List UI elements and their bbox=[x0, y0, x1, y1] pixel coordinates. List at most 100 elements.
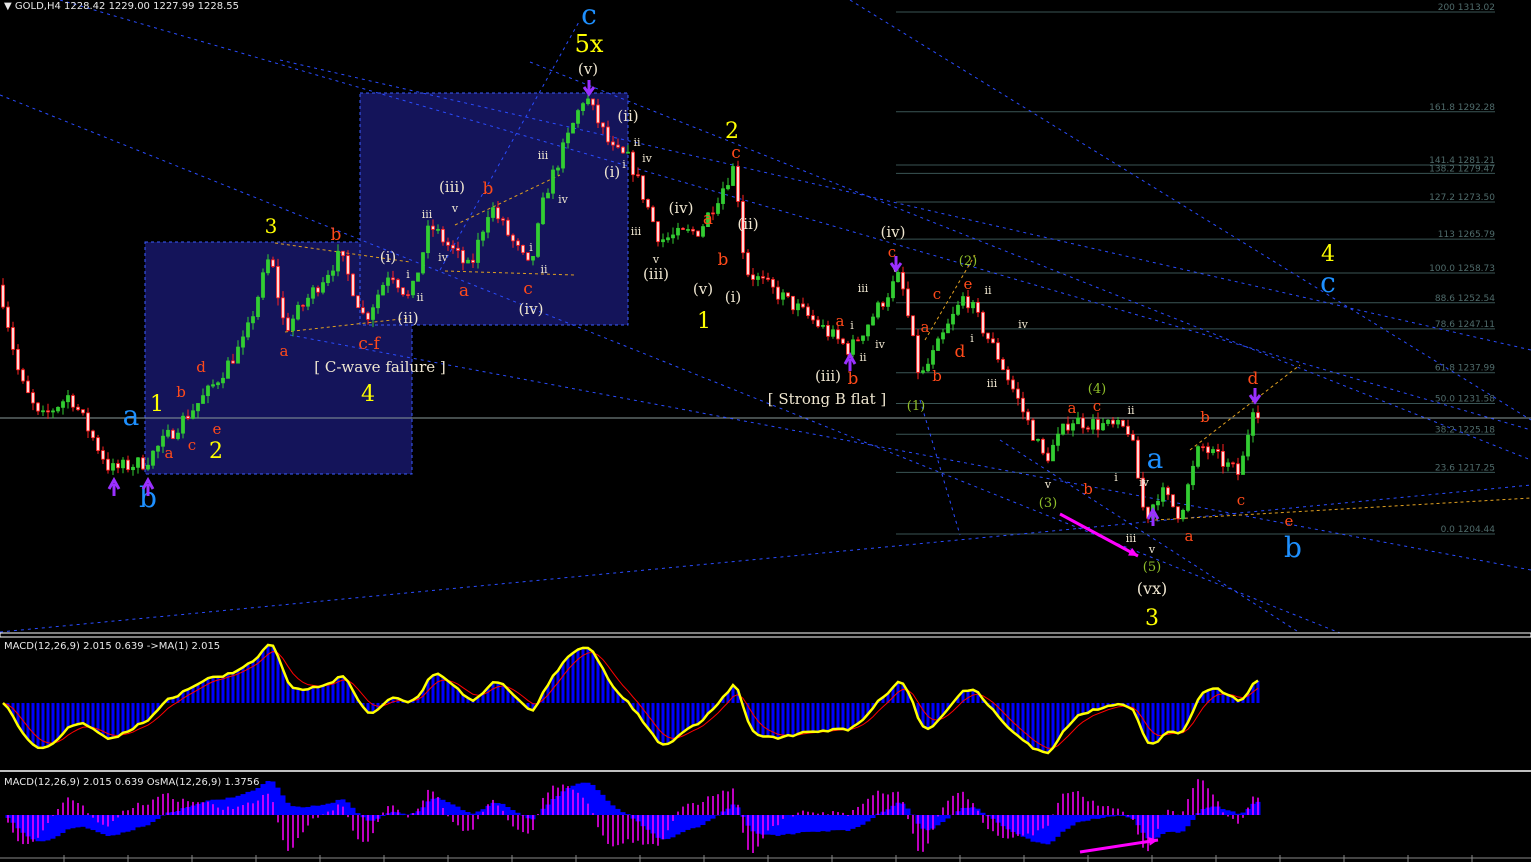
chart-menu-triangle-icon[interactable]: ▼ bbox=[4, 1, 12, 12]
divergence-arrow bbox=[1079, 838, 1159, 854]
bear-candle bbox=[1001, 359, 1005, 371]
macd-main-line bbox=[2, 643, 1259, 755]
wave-label: (iii) bbox=[643, 265, 669, 283]
wave-label: a bbox=[1147, 442, 1164, 475]
divergence-arrow bbox=[1059, 512, 1139, 558]
wave-label: i bbox=[850, 319, 854, 332]
bull-candle bbox=[861, 335, 865, 341]
bear-candle bbox=[141, 457, 145, 470]
wave-label: c bbox=[188, 436, 196, 454]
bull-candle bbox=[436, 229, 440, 231]
bull-candle bbox=[531, 255, 535, 261]
wave-label: b bbox=[848, 369, 859, 389]
wave-label: (2) bbox=[959, 254, 977, 269]
bear-candle bbox=[806, 306, 810, 317]
wave-label: b bbox=[1284, 531, 1302, 564]
bull-candle bbox=[311, 287, 315, 299]
bull-candle bbox=[306, 297, 310, 307]
bear-candle bbox=[611, 141, 615, 146]
fib-level-label: 100.0 1258.73 bbox=[1429, 264, 1495, 274]
wave-label: ii bbox=[1127, 404, 1135, 417]
bear-candle bbox=[906, 288, 910, 317]
bear-candle bbox=[1171, 494, 1175, 508]
bear-candle bbox=[76, 406, 80, 411]
bear-candle bbox=[401, 287, 405, 295]
bull-candle bbox=[196, 403, 200, 412]
bear-candle bbox=[396, 279, 400, 289]
wave-label: (ii) bbox=[617, 107, 638, 125]
bull-candle bbox=[376, 294, 380, 309]
wave-label: a bbox=[123, 399, 140, 432]
wave-label: (i) bbox=[604, 163, 621, 181]
wave-channel-line bbox=[454, 174, 561, 226]
bull-candle bbox=[166, 429, 170, 437]
bull-candle bbox=[831, 329, 835, 337]
bull-candle bbox=[571, 122, 575, 134]
bear-candle bbox=[741, 201, 745, 254]
bear-candle bbox=[511, 234, 515, 242]
macd-signal-line bbox=[2, 650, 1259, 749]
bull-candle bbox=[1251, 412, 1255, 436]
wave-label: c bbox=[933, 285, 941, 303]
bear-candle bbox=[746, 252, 750, 276]
arrow-down-icon bbox=[582, 80, 596, 97]
wave-label: a bbox=[836, 312, 845, 330]
bull-candle bbox=[701, 226, 705, 237]
bear-candle bbox=[916, 335, 920, 373]
bear-candle bbox=[1131, 433, 1135, 441]
bull-candle bbox=[206, 385, 210, 397]
bear-candle bbox=[471, 259, 475, 263]
bear-candle bbox=[461, 250, 465, 264]
bear-candle bbox=[841, 338, 845, 344]
wave-label: c bbox=[888, 243, 896, 261]
bull-candle bbox=[1071, 423, 1075, 431]
fib-level-label: 23.6 1217.25 bbox=[1435, 463, 1495, 473]
wave-label: b bbox=[1083, 480, 1093, 498]
bull-candle bbox=[551, 169, 555, 194]
bull-candle bbox=[726, 185, 730, 190]
bull-candle bbox=[1091, 419, 1095, 430]
wave-label: (iv) bbox=[519, 300, 544, 318]
wave-label: ii bbox=[416, 291, 424, 304]
bull-candle bbox=[201, 395, 205, 404]
bull-candle bbox=[136, 457, 140, 468]
bear-candle bbox=[636, 174, 640, 177]
bull-candle bbox=[131, 466, 135, 471]
bull-candle bbox=[1196, 446, 1200, 467]
bull-candle bbox=[411, 280, 415, 296]
bull-candle bbox=[1061, 423, 1065, 435]
bull-candle bbox=[266, 259, 270, 274]
bull-candle bbox=[871, 316, 875, 326]
arrow-up-icon bbox=[141, 476, 155, 496]
wave-label: 1 bbox=[697, 309, 711, 334]
bear-candle bbox=[691, 229, 695, 232]
arrow-down-icon bbox=[1248, 388, 1262, 405]
bull-candle bbox=[1161, 487, 1165, 502]
wave-label: d bbox=[955, 342, 966, 362]
bear-candle bbox=[21, 369, 25, 382]
bull-candle bbox=[251, 316, 255, 324]
macd-panel-separator[interactable] bbox=[0, 632, 1531, 638]
wave-label: ii bbox=[984, 284, 992, 297]
bear-candle bbox=[116, 463, 120, 469]
wave-channel-line bbox=[924, 254, 976, 341]
bull-candle bbox=[961, 296, 965, 306]
bull-candle bbox=[151, 450, 155, 466]
bear-candle bbox=[606, 126, 610, 143]
bear-candle bbox=[1081, 417, 1085, 429]
bear-candle bbox=[356, 295, 360, 309]
wave-label: iii bbox=[422, 208, 433, 221]
wave-channel-line bbox=[1189, 364, 1301, 451]
bull-candle bbox=[146, 464, 150, 470]
chart-header: ▼ GOLD,H4 1228.42 1229.00 1227.99 1228.5… bbox=[4, 1, 239, 12]
bull-candle bbox=[291, 318, 295, 331]
bull-candle bbox=[561, 142, 565, 169]
wave-label: iv bbox=[1018, 318, 1029, 331]
wave-label: a bbox=[703, 209, 713, 229]
bear-candle bbox=[596, 104, 600, 124]
bear-candle bbox=[1121, 420, 1125, 427]
wave-label: (5) bbox=[1143, 560, 1161, 575]
wave-label: v bbox=[451, 202, 459, 215]
divergence-arrowhead-icon bbox=[1148, 837, 1158, 846]
